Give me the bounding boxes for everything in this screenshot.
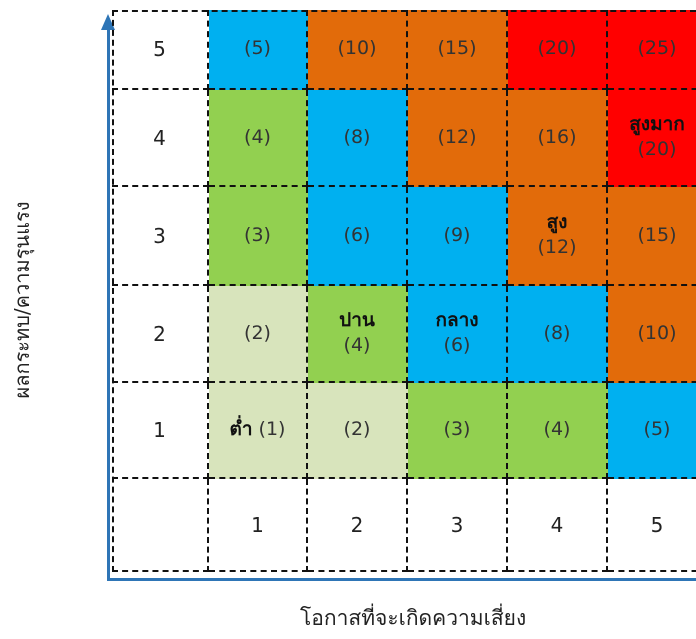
- row-header-cell: 1: [112, 383, 209, 479]
- matrix-cell-high: (10): [308, 10, 408, 90]
- risk-score: (15): [637, 223, 677, 246]
- risk-level-label: ปาน: [339, 308, 375, 331]
- matrix-cell-medium: (6): [308, 187, 408, 286]
- risk-score: (15): [437, 37, 477, 60]
- matrix-cell-low: (4): [209, 90, 308, 187]
- risk-score: (2): [244, 321, 271, 344]
- row-header-label: 4: [153, 125, 166, 150]
- matrix-cell-medium: (8): [308, 90, 408, 187]
- risk-score: (12): [437, 125, 477, 148]
- risk-score: (2): [343, 418, 371, 441]
- y-axis-line: [107, 28, 110, 580]
- matrix-cell-medium: (5): [209, 10, 308, 90]
- col-header-cell: 3: [408, 479, 508, 572]
- grid-top-border: [112, 10, 696, 12]
- risk-score: (20): [537, 37, 577, 60]
- risk-score: (4): [244, 125, 271, 148]
- col-header-label: 2: [350, 512, 364, 537]
- col-header-cell: 1: [209, 479, 308, 572]
- matrix-cell-low: (3): [408, 383, 508, 479]
- col-header-cell: 2: [308, 479, 408, 572]
- row-header-cell: 2: [112, 286, 209, 383]
- risk-level-label: สูงมาก: [629, 112, 685, 135]
- matrix-cell-very-high: สูงมาก (20): [608, 90, 696, 187]
- risk-score: (9): [443, 223, 471, 246]
- matrix-cell-very-low: ต่ำ (1): [209, 383, 308, 479]
- risk-score: (6): [443, 333, 471, 356]
- y-axis-arrow-icon: [101, 14, 115, 30]
- col-header-cell: 4: [508, 479, 608, 572]
- risk-score: (4): [343, 333, 371, 356]
- risk-level-label: ต่ำ: [229, 418, 253, 441]
- matrix-cell-medium: กลาง (6): [408, 286, 508, 383]
- matrix-cell-very-high: (20): [508, 10, 608, 90]
- row-header-label: 2: [153, 321, 166, 346]
- col-header-cell: 5: [608, 479, 696, 572]
- risk-score: (10): [637, 321, 677, 344]
- col-header-label: 4: [550, 512, 564, 537]
- matrix-cell-high: (10): [608, 286, 696, 383]
- risk-level-label: กลาง: [435, 308, 479, 331]
- risk-score: (16): [537, 125, 577, 148]
- row-header-cell: 3: [112, 187, 209, 286]
- row-header-label: 5: [153, 37, 166, 61]
- matrix-cell-high: (15): [608, 187, 696, 286]
- risk-matrix-grid: 5 4 3 2 1 (5) (10) (15) (20) (25) (4) (8) (12) (16) สู…: [112, 10, 696, 572]
- cell-content: ต่ำ (1): [230, 417, 286, 443]
- risk-score: (12): [537, 235, 577, 258]
- risk-score: (5): [643, 418, 671, 441]
- matrix-cell-low: (4): [508, 383, 608, 479]
- risk-score: (5): [244, 37, 271, 60]
- risk-score: (10): [337, 37, 377, 60]
- x-axis-line: [107, 578, 696, 581]
- row-header-label: 1: [153, 418, 166, 442]
- corner-cell: [112, 479, 209, 572]
- col-header-label: 5: [650, 512, 664, 537]
- matrix-cell-medium: (8): [508, 286, 608, 383]
- grid-left-border: [112, 10, 114, 572]
- col-header-label: 3: [450, 512, 464, 537]
- matrix-cell-medium: (5): [608, 383, 696, 479]
- risk-score: (25): [637, 37, 677, 60]
- risk-level-label: สูง: [546, 210, 568, 233]
- col-header-label: 1: [251, 512, 264, 537]
- risk-score: (4): [543, 418, 571, 441]
- x-axis-title: โอกาสที่จะเกิดความเสี่ยง: [300, 606, 527, 630]
- matrix-cell-high: (12): [408, 90, 508, 187]
- matrix-cell-medium: (9): [408, 187, 508, 286]
- matrix-cell-high: สูง (12): [508, 187, 608, 286]
- risk-score: (6): [343, 223, 371, 246]
- matrix-cell-low: ปาน (4): [308, 286, 408, 383]
- matrix-cell-low: (3): [209, 187, 308, 286]
- matrix-cell-very-low: (2): [308, 383, 408, 479]
- row-header-cell: 5: [112, 10, 209, 90]
- risk-score: (20): [637, 137, 677, 160]
- row-header-cell: 4: [112, 90, 209, 187]
- matrix-cell-high: (16): [508, 90, 608, 187]
- risk-score: (8): [343, 125, 371, 148]
- row-header-label: 3: [153, 223, 166, 248]
- risk-score: (8): [543, 321, 571, 344]
- risk-score: (3): [443, 418, 471, 441]
- risk-score: (1): [258, 418, 286, 441]
- risk-score: (3): [244, 223, 271, 246]
- matrix-cell-high: (15): [408, 10, 508, 90]
- matrix-cell-very-low: (2): [209, 286, 308, 383]
- matrix-cell-very-high: (25): [608, 10, 696, 90]
